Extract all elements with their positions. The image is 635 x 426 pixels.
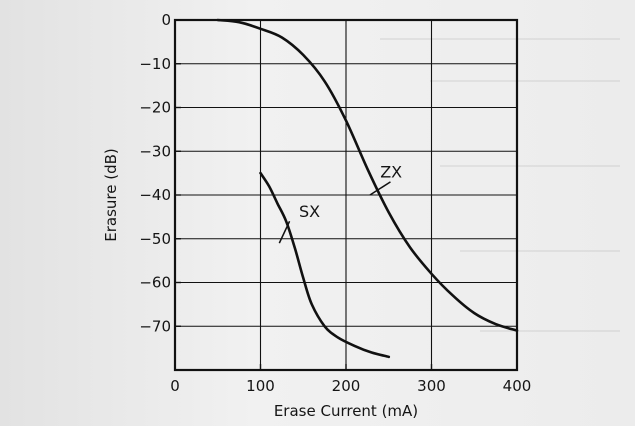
faint-background-text bbox=[380, 38, 620, 40]
x-tick-label: 400 bbox=[503, 377, 532, 395]
faint-background-text bbox=[440, 165, 620, 167]
grid bbox=[175, 20, 517, 370]
series-label-zx: ZX bbox=[380, 163, 402, 182]
x-axis-title: Erase Current (mA) bbox=[274, 402, 418, 420]
x-tick-label: 0 bbox=[170, 377, 180, 395]
x-tick-label: 200 bbox=[332, 377, 361, 395]
y-tick-label: −50 bbox=[139, 230, 171, 248]
x-tick-label: 300 bbox=[417, 377, 446, 395]
series-label-sx: SX bbox=[299, 202, 320, 221]
y-tick-label: 0 bbox=[161, 11, 171, 29]
y-axis-title: Erasure (dB) bbox=[102, 148, 120, 242]
y-tick-label: −20 bbox=[139, 99, 171, 117]
y-tick-label: −40 bbox=[139, 186, 171, 204]
tick-labels: 0 100 200 300 400 0 −10 −20 −30 −40 −50 −60 −70 bbox=[139, 11, 531, 395]
faint-background-text bbox=[480, 330, 620, 332]
y-tick-label: −60 bbox=[139, 274, 171, 292]
series-leader-zx bbox=[369, 181, 391, 196]
faint-background-text bbox=[460, 250, 620, 252]
series-leader-sx bbox=[278, 220, 291, 244]
y-tick-label: −70 bbox=[139, 317, 171, 335]
series-layer: ZX SX bbox=[216, 18, 519, 359]
y-tick-label: −10 bbox=[139, 55, 171, 73]
x-tick-label: 100 bbox=[246, 377, 275, 395]
y-tick-label: −30 bbox=[139, 142, 171, 160]
series-line-sx bbox=[259, 171, 391, 359]
faint-background-text bbox=[430, 80, 620, 82]
series-line-zx bbox=[216, 18, 519, 332]
